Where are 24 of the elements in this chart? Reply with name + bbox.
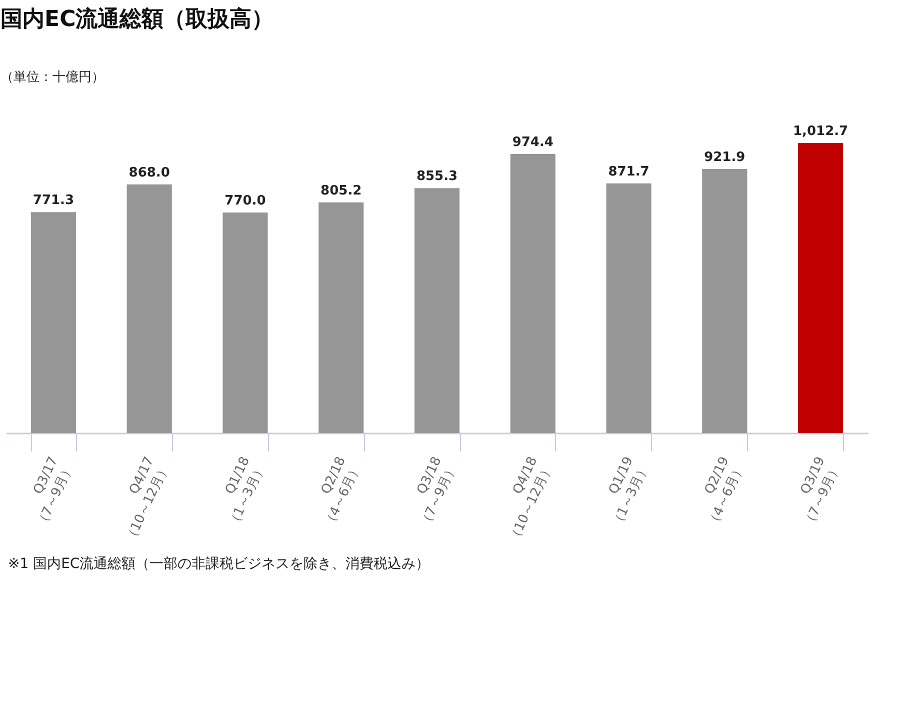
x-tick-label: Q3/17 （7～9月） xyxy=(30,454,77,530)
bar xyxy=(126,184,172,433)
data-label: 974.4 xyxy=(512,134,554,150)
bar xyxy=(510,154,556,433)
bar xyxy=(30,212,76,433)
bar xyxy=(798,143,844,433)
data-label: 871.7 xyxy=(608,164,650,180)
bar xyxy=(318,202,364,433)
bar xyxy=(414,188,460,433)
bar xyxy=(606,183,652,433)
text: ※1 国内EC流通総額（一部の非課税ビジネスを除き、消費税込み） xyxy=(8,555,431,574)
bar xyxy=(222,212,268,433)
x-tick-label: Q3/19 （7～9月） xyxy=(798,454,844,530)
data-label: 770.0 xyxy=(224,194,266,208)
data-label: 1,012.7 xyxy=(792,124,848,139)
data-label: 855.3 xyxy=(416,169,458,184)
x-tick-label: Q4/17 （10～12月） xyxy=(122,454,173,546)
data-label: 771.3 xyxy=(32,193,74,208)
chart-title: 国内EC流通総額（取扱高） xyxy=(0,6,274,32)
chart-subtitle: （単位：十億円） xyxy=(0,70,105,85)
data-label: 868.0 xyxy=(128,165,170,180)
data-label: 921.9 xyxy=(704,150,746,165)
bar xyxy=(702,169,748,433)
data-label: 805.2 xyxy=(320,183,362,198)
